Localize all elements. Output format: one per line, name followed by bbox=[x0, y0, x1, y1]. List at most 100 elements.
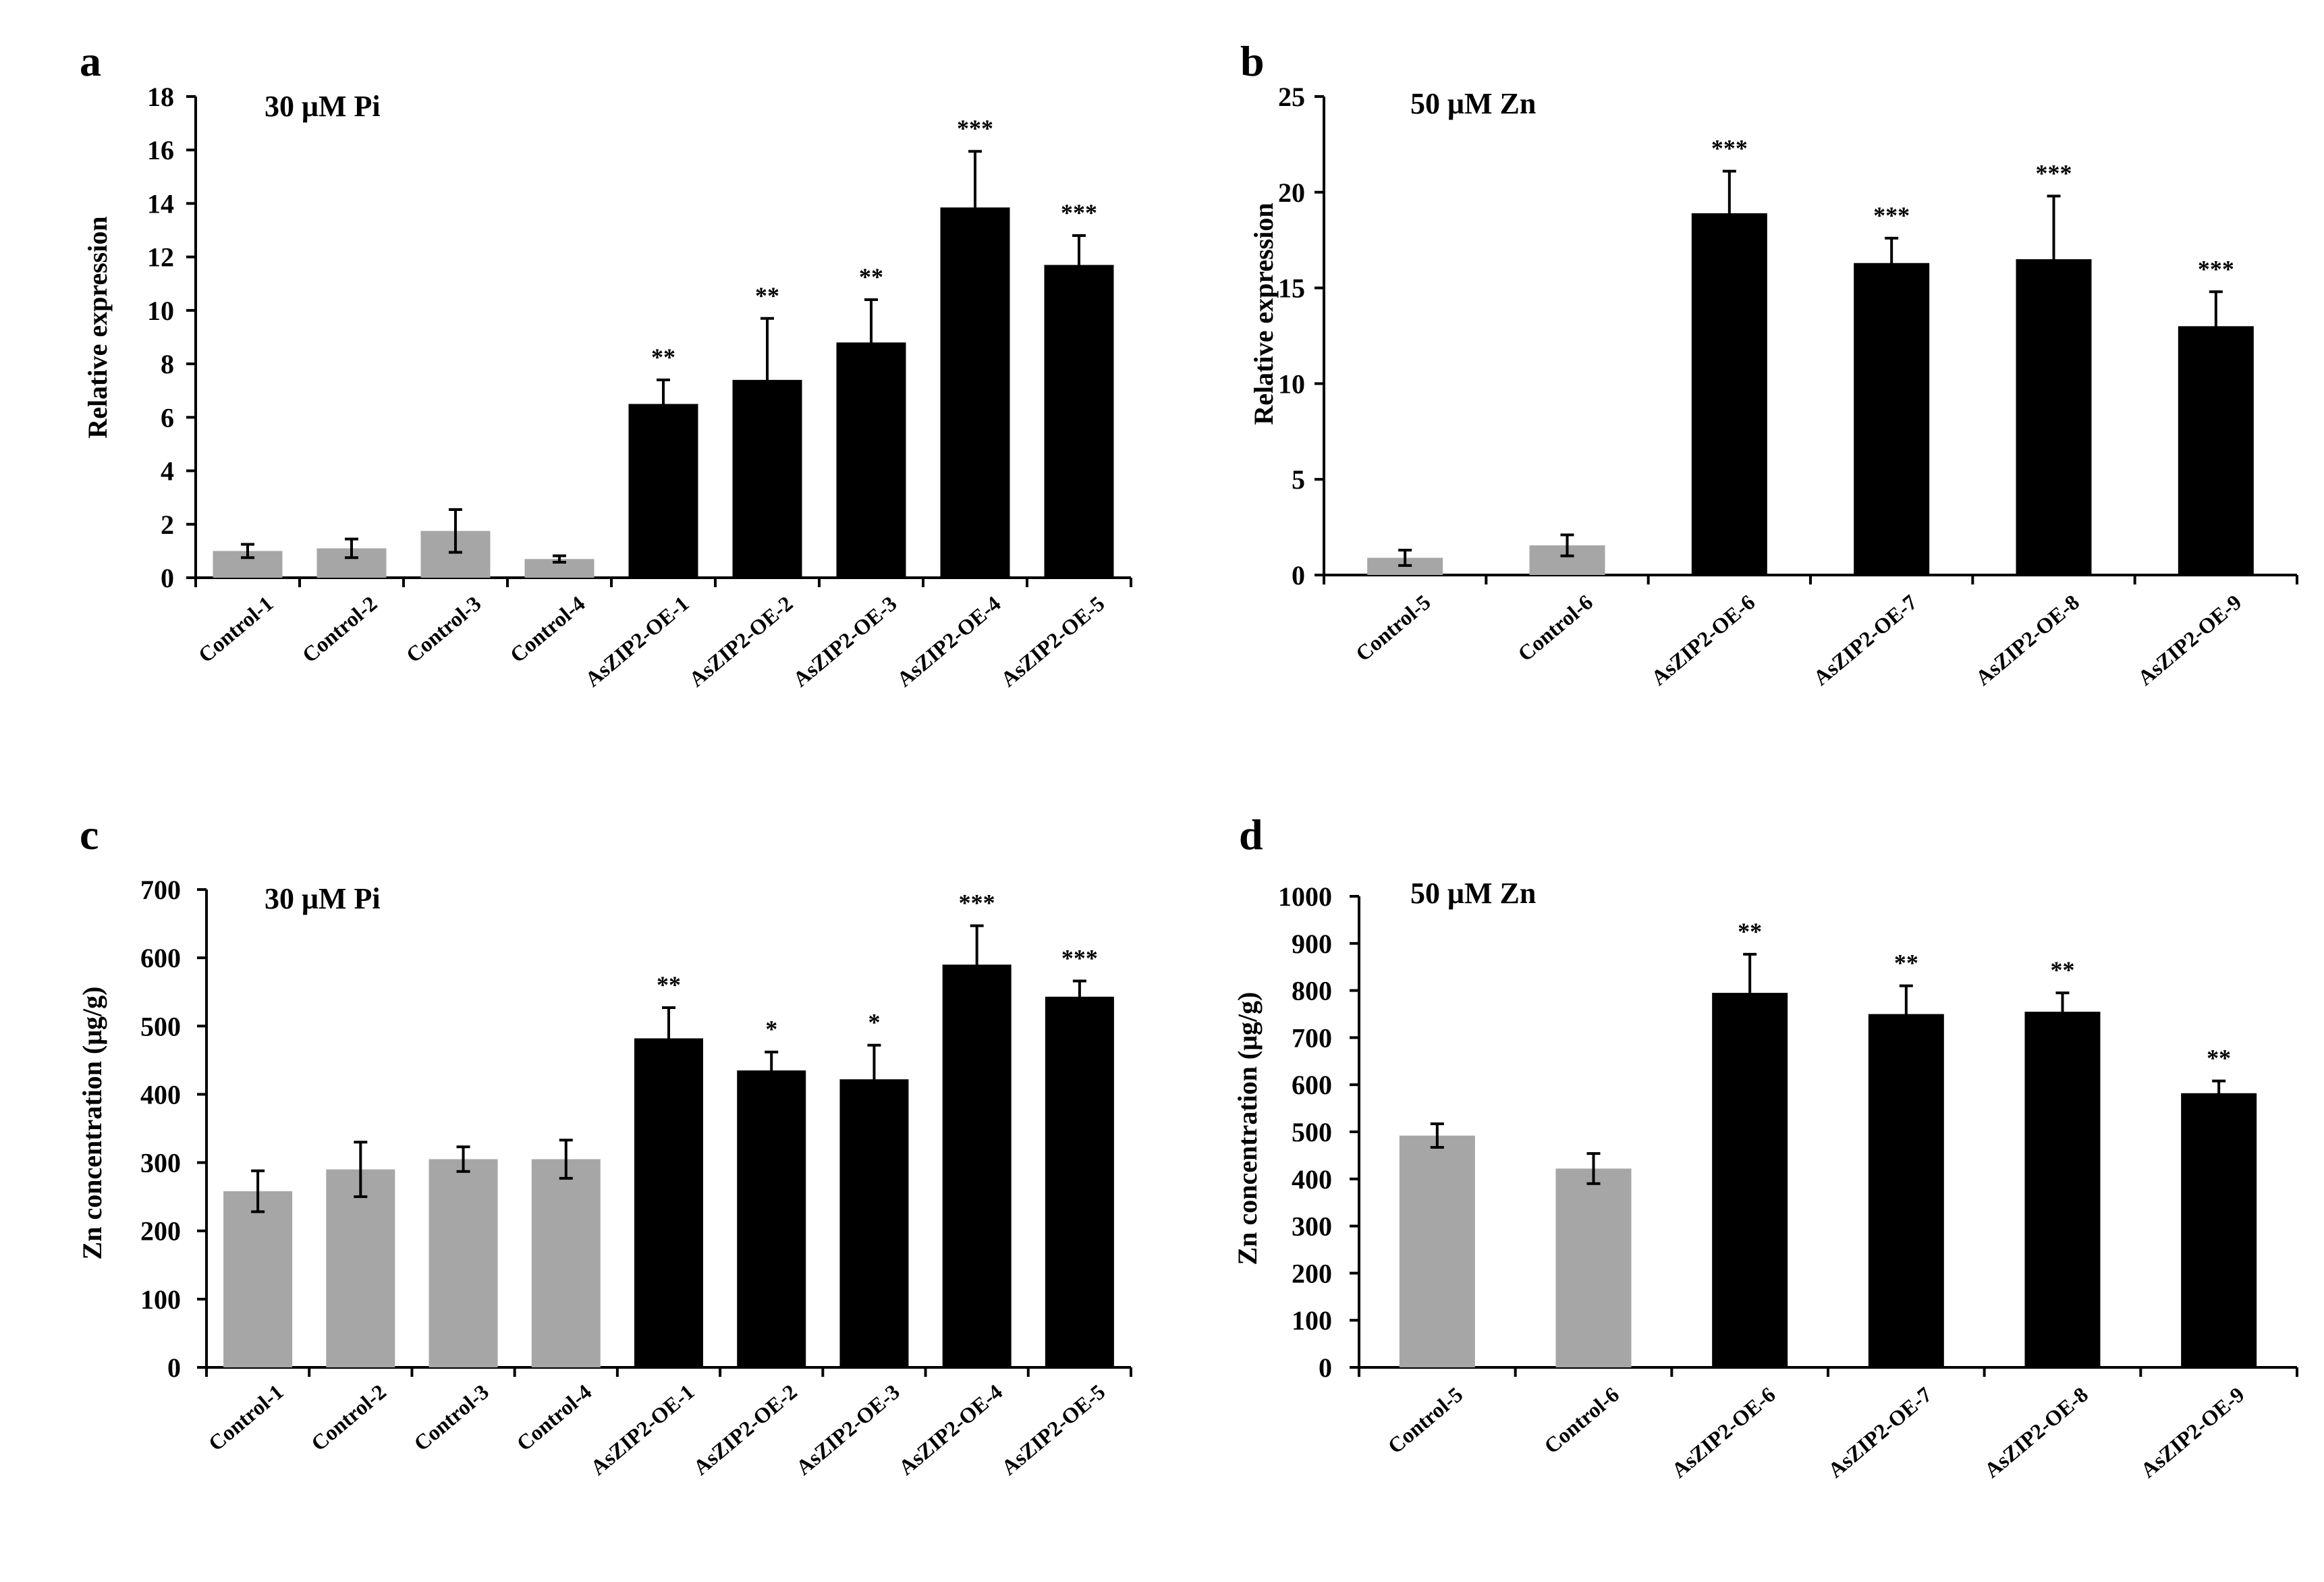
significance-marker: *** bbox=[1711, 135, 1748, 162]
bar-aszip2-oe-6 bbox=[1712, 993, 1788, 1367]
significance-marker: ** bbox=[2207, 1045, 2231, 1072]
y-tick-label: 800 bbox=[1292, 976, 1332, 1006]
error-bar bbox=[553, 554, 566, 564]
error-bar bbox=[2047, 194, 2061, 324]
bar-aszip2-oe-1 bbox=[634, 1038, 703, 1367]
x-tick-label: AsZIP2-OE-1 bbox=[586, 1380, 699, 1480]
error-bar bbox=[2212, 1079, 2226, 1107]
error-bar bbox=[864, 298, 878, 387]
y-tick-label: 18 bbox=[147, 82, 174, 112]
significance-marker: *** bbox=[959, 890, 995, 917]
x-tick-label: AsZIP2-OE-8 bbox=[1979, 1382, 2093, 1483]
bar-aszip2-oe-4 bbox=[940, 207, 1010, 578]
x-tick-label: AsZIP2-OE-5 bbox=[996, 591, 1109, 692]
x-tick-label: AsZIP2-OE-7 bbox=[1823, 1382, 1937, 1483]
x-tick-label: AsZIP2-OE-3 bbox=[788, 591, 902, 692]
error-bar bbox=[345, 537, 358, 560]
y-tick-label: 500 bbox=[1292, 1117, 1332, 1147]
panel-c-condition: 30 μM Pi bbox=[265, 882, 381, 915]
error-bar bbox=[1722, 169, 1736, 257]
x-tick-label: Control-2 bbox=[306, 1380, 391, 1456]
panel-d-plot: 0 100 200 300 400 500 600 700 800 900 1000 Control-… bbox=[1278, 881, 2298, 1483]
significance-marker: ** bbox=[651, 344, 675, 371]
panel-d-letter: d bbox=[1239, 811, 1263, 858]
x-tick-label: Control-5 bbox=[1383, 1382, 1468, 1458]
error-bar bbox=[1899, 984, 1913, 1044]
significance-marker: ** bbox=[755, 282, 779, 309]
bar-aszip2-oe-2 bbox=[737, 1070, 806, 1367]
y-tick-label: 200 bbox=[140, 1216, 181, 1247]
panel-b-plot: 0 5 10 15 20 25 Control-5 Control-6 *** AsZIP2-OE… bbox=[1278, 82, 2298, 690]
y-tick-label: 4 bbox=[161, 456, 174, 487]
y-tick-label: 12 bbox=[147, 242, 174, 273]
error-bar bbox=[765, 1050, 779, 1091]
x-tick-label: AsZIP2-OE-3 bbox=[791, 1380, 904, 1480]
bar-aszip2-oe-8 bbox=[2024, 1012, 2101, 1367]
panel-c-letter: c bbox=[80, 811, 99, 858]
x-tick-label: Control-3 bbox=[409, 1380, 493, 1456]
y-tick-label: 5 bbox=[1292, 464, 1305, 495]
error-bar bbox=[1072, 234, 1086, 296]
bar-control-4 bbox=[531, 1159, 601, 1367]
x-tick-label: Control-1 bbox=[194, 591, 278, 667]
significance-marker: *** bbox=[2198, 255, 2234, 282]
panel-c-ylabel: Zn concentration (μg/g) bbox=[77, 987, 107, 1260]
error-bar bbox=[867, 1043, 881, 1115]
y-tick-label: 15 bbox=[1278, 273, 1305, 304]
y-tick-label: 300 bbox=[140, 1148, 181, 1178]
panel-a-ylabel: Relative expression bbox=[82, 216, 113, 438]
y-tick-label: 16 bbox=[147, 135, 174, 165]
y-tick-label: 20 bbox=[1278, 178, 1305, 208]
x-tick-label: Control-2 bbox=[298, 591, 382, 667]
error-bar bbox=[662, 1006, 675, 1071]
error-bar bbox=[970, 924, 984, 1005]
bar-aszip2-oe-3 bbox=[839, 1079, 909, 1367]
bar-aszip2-oe-5 bbox=[1045, 996, 1114, 1367]
panel-c-plot: 0 100 200 300 400 500 600 700 Control-1 Control-2… bbox=[140, 875, 1132, 1480]
error-bar bbox=[559, 1139, 573, 1180]
error-bar bbox=[1586, 1152, 1601, 1185]
y-tick-label: 0 bbox=[1292, 560, 1305, 591]
significance-marker: * bbox=[868, 1009, 880, 1036]
x-tick-label: Control-1 bbox=[204, 1380, 288, 1456]
significance-marker: * bbox=[765, 1016, 777, 1043]
significance-marker: ** bbox=[1738, 918, 1762, 945]
y-tick-label: 200 bbox=[1292, 1258, 1332, 1288]
significance-marker: ** bbox=[2051, 956, 2075, 983]
panel-a-letter: a bbox=[80, 37, 101, 85]
bar-aszip2-oe-6 bbox=[1691, 213, 1767, 576]
x-tick-label: AsZIP2-OE-5 bbox=[997, 1380, 1110, 1480]
significance-marker: *** bbox=[1873, 202, 1910, 229]
bar-aszip2-oe-9 bbox=[2178, 326, 2254, 575]
y-tick-label: 8 bbox=[161, 349, 174, 379]
x-tick-label: Control-4 bbox=[511, 1380, 596, 1456]
y-tick-label: 500 bbox=[140, 1011, 181, 1041]
panel-d-ylabel: Zn concentration (μg/g) bbox=[1232, 992, 1263, 1265]
y-tick-label: 600 bbox=[140, 943, 181, 973]
x-tick-label: AsZIP2-OE-1 bbox=[580, 591, 694, 692]
x-tick-label: AsZIP2-OE-6 bbox=[1667, 1382, 1780, 1483]
x-tick-label: AsZIP2-OE-9 bbox=[2136, 1382, 2249, 1483]
error-bar bbox=[968, 150, 982, 265]
significance-marker: ** bbox=[657, 971, 681, 998]
error-bar bbox=[1560, 533, 1574, 557]
significance-marker: *** bbox=[957, 115, 993, 142]
x-tick-label: Control-3 bbox=[402, 591, 486, 667]
y-tick-label: 14 bbox=[147, 188, 174, 219]
y-tick-label: 25 bbox=[1278, 82, 1305, 112]
significance-marker: *** bbox=[1061, 945, 1098, 972]
significance-marker: ** bbox=[1894, 950, 1918, 977]
y-tick-label: 6 bbox=[161, 402, 174, 433]
bar-aszip2-oe-1 bbox=[628, 404, 698, 578]
bar-aszip2-oe-9 bbox=[2181, 1093, 2257, 1367]
panel-b-letter: b bbox=[1240, 37, 1265, 85]
significance-marker: ** bbox=[859, 263, 883, 290]
error-bar bbox=[456, 1145, 470, 1173]
x-tick-label: AsZIP2-OE-6 bbox=[1647, 590, 1760, 690]
bar-control-3 bbox=[428, 1159, 498, 1367]
panel-d: d 50 μM Zn Zn concentration (μg/g) 0 100 2… bbox=[1232, 811, 2298, 1483]
y-tick-label: 700 bbox=[140, 875, 181, 905]
y-tick-label: 0 bbox=[167, 1353, 181, 1383]
x-tick-label: Control-6 bbox=[1539, 1382, 1624, 1458]
y-tick-label: 100 bbox=[1292, 1305, 1332, 1336]
